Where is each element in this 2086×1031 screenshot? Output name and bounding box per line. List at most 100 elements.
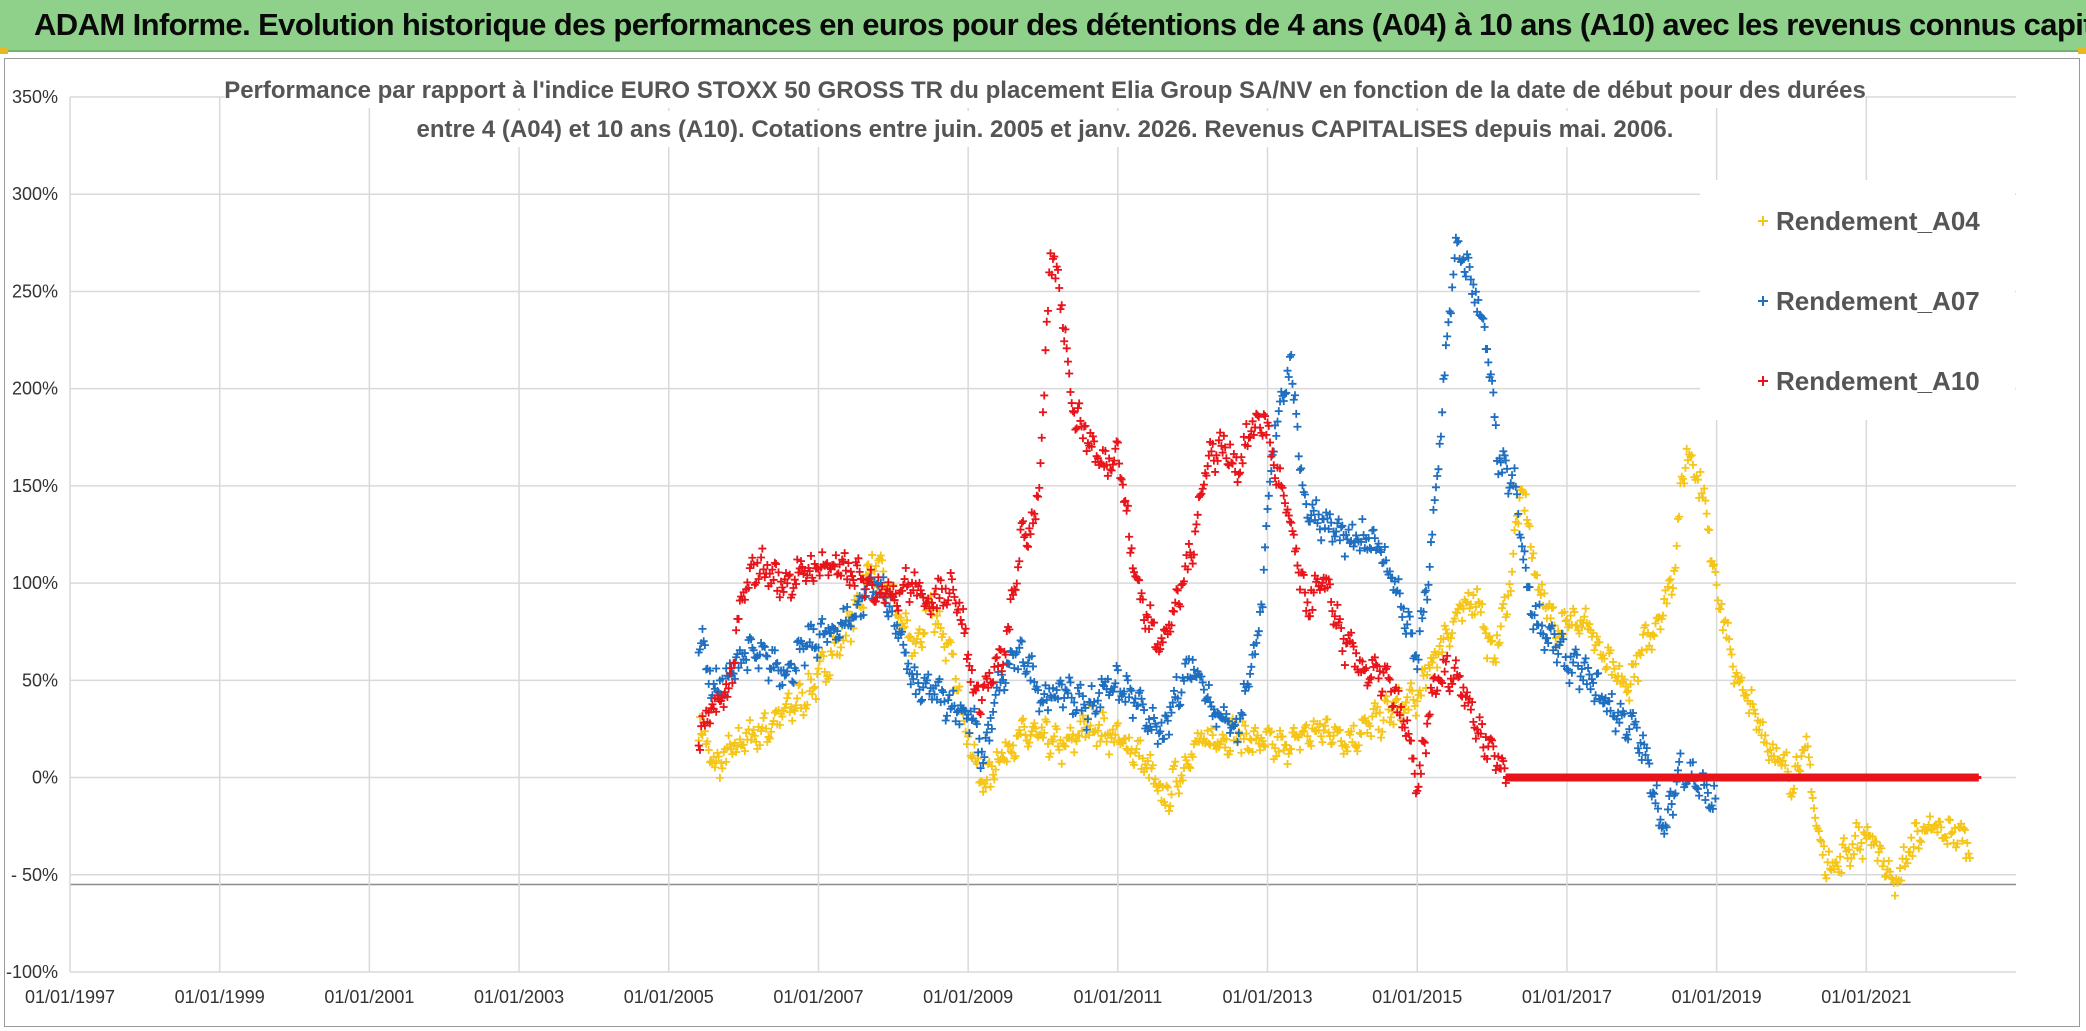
- data-point: [899, 624, 908, 633]
- data-point: [1476, 608, 1485, 617]
- data-point: [1151, 775, 1160, 784]
- data-point: [966, 678, 975, 687]
- data-point: [848, 572, 857, 581]
- data-point: [1624, 686, 1633, 695]
- data-point: [1122, 506, 1131, 515]
- data-point: [1458, 616, 1467, 625]
- data-point: [1520, 506, 1529, 515]
- data-point: [1658, 611, 1667, 620]
- data-point: [911, 690, 920, 699]
- data-point: [1597, 692, 1606, 701]
- data-point: [1112, 661, 1121, 670]
- data-point: [698, 712, 707, 721]
- data-point: [859, 611, 868, 620]
- data-point: [889, 582, 898, 591]
- data-point: [1281, 389, 1289, 398]
- data-point: [1372, 709, 1381, 718]
- data-point: [1832, 858, 1841, 867]
- data-point: [1433, 686, 1442, 695]
- data-point: [1226, 728, 1235, 737]
- data-point: [1256, 607, 1265, 616]
- legend-marker: [1758, 216, 1768, 226]
- data-point: [982, 728, 991, 737]
- data-point: [1022, 541, 1031, 550]
- data-point: [1246, 669, 1255, 678]
- data-point: [1701, 795, 1710, 804]
- data-point: [893, 601, 902, 610]
- data-point: [718, 674, 727, 683]
- data-point: [1087, 442, 1096, 451]
- data-point: [911, 639, 920, 648]
- data-point: [1649, 788, 1657, 797]
- legend-marker: [1758, 376, 1768, 386]
- data-point: [1173, 694, 1182, 703]
- data-point: [1140, 767, 1149, 776]
- data-point: [1241, 686, 1250, 695]
- data-point: [1026, 676, 1035, 685]
- data-point: [1839, 834, 1848, 843]
- data-point: [1479, 623, 1488, 632]
- data-point: [1061, 325, 1070, 334]
- data-point: [1491, 421, 1500, 430]
- data-point: [1671, 789, 1680, 798]
- data-point: [1249, 430, 1258, 439]
- data-point: [1529, 549, 1538, 558]
- data-point: [1173, 782, 1182, 791]
- data-point: [1702, 780, 1711, 789]
- data-point: [1289, 395, 1298, 404]
- data-point: [1480, 624, 1489, 633]
- data-point: [1317, 732, 1326, 741]
- data-point: [1295, 465, 1304, 474]
- data-point: [1642, 744, 1651, 753]
- data-point: [1173, 586, 1182, 595]
- data-point: [1179, 676, 1188, 685]
- data-point: [913, 591, 922, 600]
- data-point: [1264, 421, 1273, 430]
- data-point: [1166, 802, 1175, 811]
- data-point: [1519, 555, 1528, 564]
- data-point: [1143, 613, 1152, 622]
- data-point: [1392, 696, 1401, 705]
- data-point: [814, 643, 823, 652]
- data-point: [1590, 646, 1599, 655]
- data-point: [1068, 730, 1077, 739]
- data-point: [1358, 657, 1367, 666]
- data-point: [727, 664, 736, 673]
- data-point: [1123, 676, 1132, 685]
- data-point: [1540, 645, 1549, 654]
- data-point: [1666, 575, 1675, 584]
- data-point: [1162, 781, 1171, 790]
- data-point: [1006, 595, 1015, 604]
- data-point: [1660, 595, 1669, 604]
- data-point: [1404, 607, 1413, 616]
- data-point: [1768, 740, 1777, 749]
- data-point: [989, 678, 998, 687]
- data-point: [914, 679, 923, 688]
- data-point: [1206, 698, 1215, 707]
- data-point: [1166, 627, 1175, 636]
- data-point: [1490, 413, 1499, 422]
- data-point: [1329, 731, 1338, 740]
- data-point: [1504, 591, 1513, 600]
- data-point: [1508, 471, 1517, 480]
- data-point: [774, 568, 783, 577]
- data-point: [976, 710, 985, 719]
- data-point: [1233, 737, 1242, 746]
- data-point: [779, 587, 788, 596]
- data-point: [1110, 456, 1119, 465]
- data-point: [1370, 534, 1379, 543]
- data-point: [740, 747, 749, 756]
- data-point: [976, 764, 985, 773]
- data-point: [1332, 527, 1341, 536]
- data-point: [773, 586, 782, 595]
- data-point: [1423, 719, 1432, 728]
- data-point: [1279, 397, 1288, 406]
- data-point: [941, 656, 950, 665]
- data-point: [1385, 567, 1394, 576]
- data-point: [1803, 742, 1812, 751]
- data-point: [1365, 675, 1374, 684]
- data-point: [1802, 732, 1811, 741]
- data-point: [1778, 756, 1787, 765]
- data-point: [1184, 762, 1193, 771]
- data-point: [1016, 525, 1025, 534]
